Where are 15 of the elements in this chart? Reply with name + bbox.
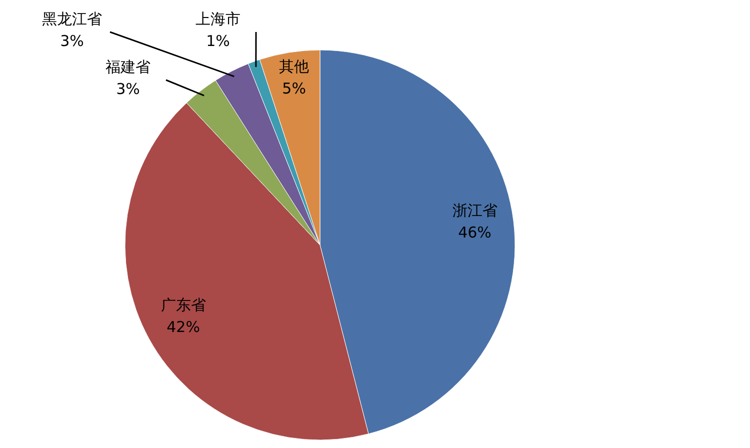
data-label: 42% <box>166 318 200 336</box>
slice: 浙江省 46% <box>320 50 515 434</box>
data-label: 3% <box>60 32 84 50</box>
data-label: 46% <box>458 223 492 242</box>
slice-label: 黑龙江省 <box>42 10 102 28</box>
slice-label: 浙江省 <box>452 201 498 220</box>
data-label: 5% <box>282 79 306 98</box>
slice-label: 上海市 <box>196 10 240 28</box>
data-label: 3% <box>116 80 140 98</box>
slice-label: 广东省 <box>160 296 206 314</box>
slice-label: 福建省 <box>106 58 150 76</box>
slice: 其他 5% <box>260 50 320 246</box>
data-label: 1% <box>206 32 230 50</box>
slice: 广东省 42% <box>125 102 369 440</box>
slice-label: 其他 <box>279 57 310 76</box>
